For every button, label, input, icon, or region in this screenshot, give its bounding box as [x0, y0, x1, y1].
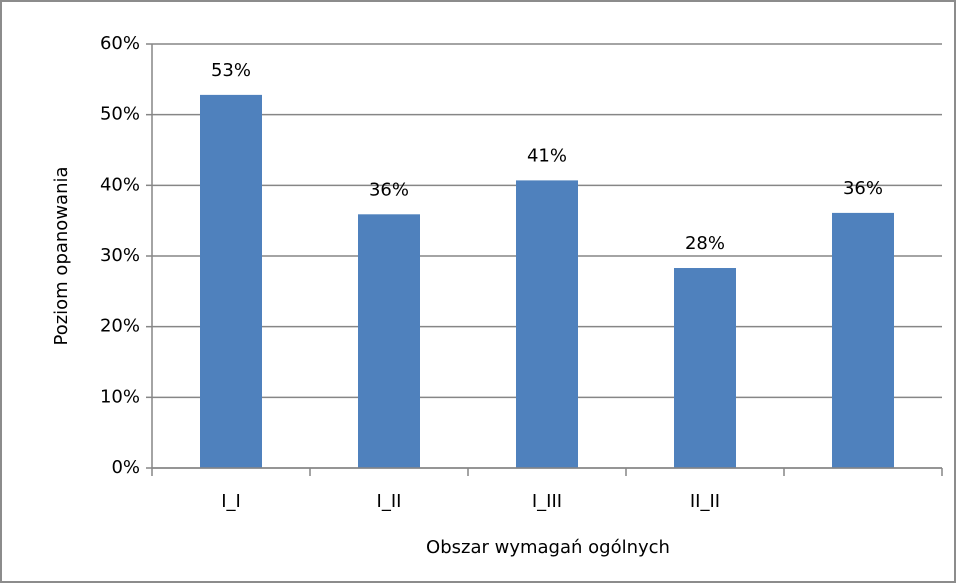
y-tick-label: 50% — [100, 104, 140, 125]
bar — [832, 212, 894, 468]
y-tick-label: 60% — [100, 33, 140, 54]
data-label: 36% — [843, 178, 883, 199]
data-label: 36% — [369, 179, 409, 200]
y-tick-label: 10% — [100, 386, 140, 407]
bar — [516, 180, 578, 469]
y-tick-label: 20% — [100, 316, 140, 337]
data-label: 53% — [211, 60, 251, 81]
data-label: 28% — [685, 233, 725, 254]
bar — [674, 268, 736, 468]
x-tick-label: I_I — [221, 491, 241, 512]
data-label: 41% — [527, 145, 567, 166]
x-axis-title: Obszar wymagań ogólnych — [426, 537, 670, 558]
bar — [200, 94, 262, 468]
x-tick-label: I_III — [532, 491, 562, 512]
bar — [358, 214, 420, 468]
y-axis-title: Poziom opanowania — [51, 166, 72, 345]
x-tick-label: II_II — [690, 491, 720, 512]
y-tick-label: 30% — [100, 245, 140, 266]
y-tick-label: 0% — [111, 457, 140, 478]
y-tick-label: 40% — [100, 174, 140, 195]
x-tick-label: I_II — [377, 491, 402, 512]
